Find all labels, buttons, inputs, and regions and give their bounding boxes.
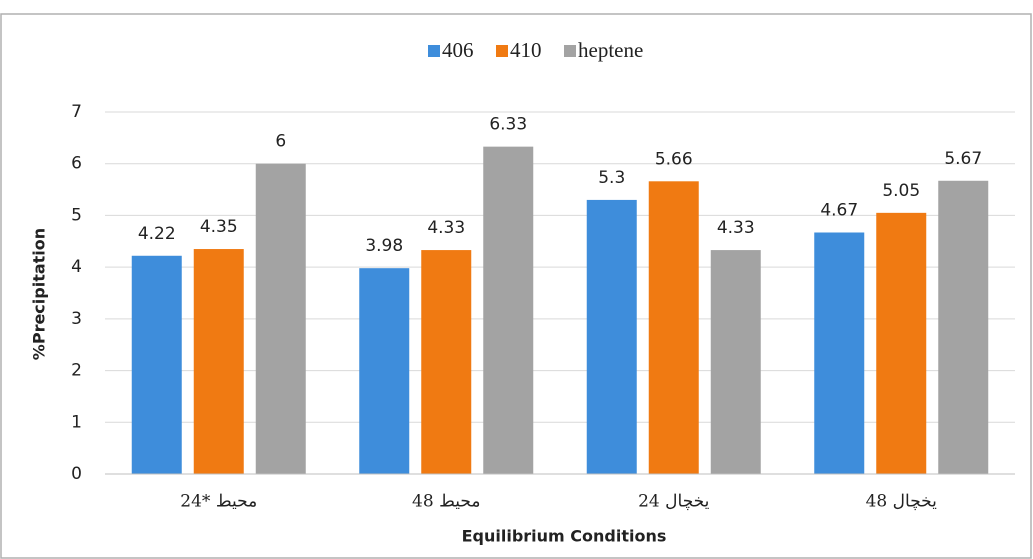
legend-label: 410 (510, 38, 542, 62)
y-tick-label: 1 (71, 412, 82, 432)
legend-label: heptene (578, 38, 643, 62)
bar (938, 180, 989, 474)
bar (359, 268, 410, 474)
bar (483, 146, 534, 475)
data-label: 6.33 (489, 115, 527, 135)
bar (814, 232, 865, 474)
y-tick-label: 6 (71, 154, 82, 174)
data-label: 4.33 (427, 218, 465, 238)
bar (131, 255, 182, 474)
bar (193, 249, 244, 474)
data-label: 4.33 (717, 218, 755, 238)
data-label: 5.66 (655, 149, 693, 169)
x-tick-label: 48 محیط (412, 492, 480, 512)
bar (876, 212, 927, 475)
data-label: 6 (275, 132, 286, 152)
y-tick-label: 2 (71, 361, 82, 381)
legend-swatch (496, 45, 508, 57)
bar (648, 181, 699, 474)
bar (710, 250, 761, 474)
bar (255, 163, 306, 474)
bar (586, 199, 637, 474)
data-label: 5.05 (882, 181, 920, 201)
data-label: 4.35 (200, 217, 238, 237)
data-label: 4.22 (138, 224, 176, 244)
y-tick-label: 5 (71, 205, 82, 225)
data-label: 3.98 (365, 236, 403, 256)
data-label: 4.67 (820, 200, 858, 220)
x-tick-label: 24 یخچال (638, 492, 710, 512)
y-tick-label: 3 (71, 309, 82, 329)
data-label: 5.67 (944, 149, 982, 169)
legend-swatch (428, 45, 440, 57)
y-tick-label: 0 (71, 464, 82, 484)
x-tick-label: 24* محیط (180, 492, 257, 512)
x-tick-label: 48 یخچال (866, 492, 938, 512)
legend-label: 406 (442, 38, 474, 62)
legend-swatch (564, 45, 576, 57)
x-axis-title: Equilibrium Conditions (462, 527, 667, 546)
bar (421, 250, 472, 474)
y-tick-label: 4 (71, 257, 82, 277)
data-label: 5.3 (598, 168, 625, 188)
y-axis-title: %Precipitation (30, 228, 49, 360)
y-tick-label: 7 (71, 102, 82, 122)
